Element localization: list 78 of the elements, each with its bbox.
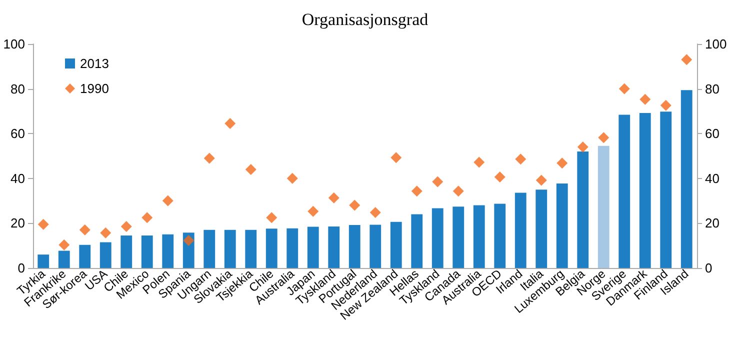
bar [536, 190, 548, 268]
bar [390, 222, 402, 268]
point [474, 156, 485, 168]
y2-tick-label: 20 [705, 216, 720, 231]
bar [598, 146, 610, 268]
point [224, 118, 236, 130]
bar [328, 226, 340, 268]
y2-tick-label: 100 [705, 36, 727, 52]
point [120, 221, 132, 232]
point [494, 172, 506, 183]
point [681, 54, 692, 66]
legend-label: 2013 [80, 56, 109, 71]
y-tick-label: 80 [10, 81, 25, 96]
y-tick-label: 40 [10, 170, 25, 186]
bar [162, 234, 174, 268]
point [618, 83, 630, 94]
point [598, 132, 610, 144]
bar [58, 250, 70, 268]
point [266, 212, 278, 224]
bar [411, 214, 423, 268]
legend-label: 1990 [80, 81, 109, 96]
bar [556, 184, 568, 268]
point [204, 152, 215, 164]
point [556, 158, 568, 169]
bar [452, 206, 464, 268]
y-tick-label: 60 [10, 126, 25, 142]
chart-title: Organisasjonsgrad [302, 10, 429, 29]
point [536, 174, 547, 186]
bar [473, 205, 485, 268]
y2-tick-label: 40 [705, 170, 720, 186]
point [286, 172, 298, 184]
bar [370, 224, 382, 268]
bar [660, 112, 672, 268]
bar [79, 244, 91, 268]
point [328, 192, 340, 204]
point [640, 94, 651, 105]
point [411, 186, 422, 197]
bar [307, 226, 319, 268]
bar [348, 224, 360, 268]
bar [266, 228, 278, 268]
bar [514, 192, 526, 268]
y2-tick-label: 60 [705, 126, 720, 142]
y2-tick-label: 0 [705, 260, 712, 276]
point [515, 154, 526, 165]
bar [38, 254, 50, 268]
bar [577, 152, 589, 268]
bar [639, 112, 651, 268]
y2-tick-label: 80 [705, 81, 720, 96]
point [162, 195, 174, 206]
bar [120, 236, 132, 268]
bar [432, 208, 444, 268]
point [142, 212, 153, 224]
point [308, 206, 319, 217]
bar [141, 236, 153, 268]
bar [618, 114, 630, 268]
point [100, 227, 112, 238]
point [390, 152, 402, 164]
y-tick-label: 100 [3, 36, 25, 52]
bar [245, 230, 257, 268]
point [183, 234, 194, 246]
point [58, 239, 70, 250]
bar [204, 230, 216, 268]
point [432, 176, 444, 188]
point [577, 142, 588, 153]
bar [494, 204, 506, 268]
y-tick-label: 20 [10, 216, 25, 231]
bar [680, 90, 692, 268]
point [660, 100, 672, 111]
point [452, 186, 464, 197]
y-tick-label: 0 [18, 260, 25, 276]
bar [100, 242, 112, 268]
point [370, 206, 381, 218]
bar [224, 230, 236, 268]
point [349, 200, 360, 211]
point [245, 164, 256, 175]
point [38, 218, 49, 230]
point [79, 224, 90, 236]
bar [286, 228, 298, 268]
